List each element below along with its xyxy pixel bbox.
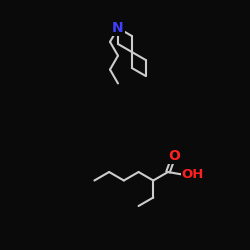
Text: N: N: [112, 21, 124, 35]
Text: OH: OH: [182, 168, 204, 181]
Text: O: O: [168, 149, 180, 163]
